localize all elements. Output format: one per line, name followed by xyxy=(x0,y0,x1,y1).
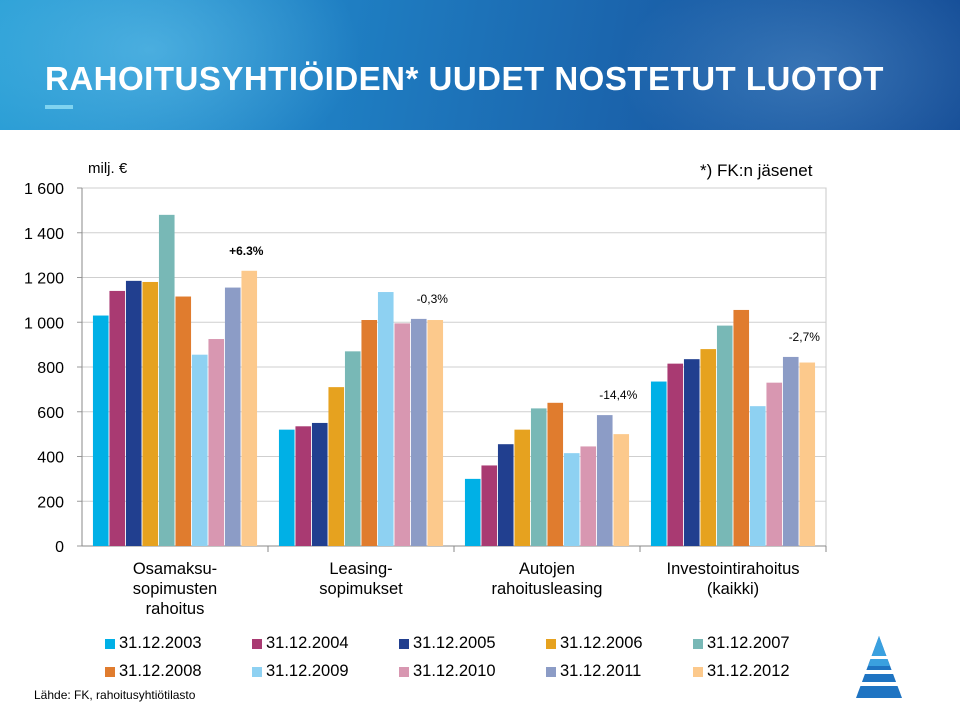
bar xyxy=(530,408,547,546)
bar xyxy=(749,406,766,546)
bar xyxy=(427,320,444,546)
bar xyxy=(547,402,564,546)
bar xyxy=(497,444,514,546)
bar xyxy=(175,296,192,546)
bar xyxy=(344,351,361,546)
bar xyxy=(716,325,733,546)
y-tick-label: 1 600 xyxy=(24,181,64,198)
legend-swatch xyxy=(693,639,703,649)
legend-swatch xyxy=(399,667,409,677)
bar xyxy=(667,363,684,546)
bar xyxy=(394,323,411,546)
x-tick-label: sopimukset xyxy=(319,580,403,598)
y-tick-label: 1 000 xyxy=(24,315,64,332)
legend-label: 31.12.2010 xyxy=(413,662,496,680)
bar xyxy=(361,320,378,546)
legend-label: 31.12.2007 xyxy=(707,634,790,652)
legend-label: 31.12.2003 xyxy=(119,634,202,652)
bar xyxy=(241,270,258,546)
y-tick-label: 600 xyxy=(37,405,64,422)
legend-swatch xyxy=(252,667,262,677)
bar xyxy=(782,356,799,546)
bar xyxy=(311,422,328,546)
x-tick-label: Leasing- xyxy=(329,560,392,578)
bar xyxy=(464,478,481,546)
x-tick-label: rahoitusleasing xyxy=(492,580,603,598)
legend-swatch xyxy=(693,667,703,677)
x-tick-label: rahoitus xyxy=(146,600,205,618)
bar xyxy=(613,434,630,546)
source-note: Lähde: FK, rahoitusyhtiötilasto xyxy=(34,688,196,702)
bar xyxy=(142,281,159,546)
bar xyxy=(377,292,394,546)
bar xyxy=(563,453,580,546)
legend-label: 31.12.2012 xyxy=(707,662,790,680)
bar xyxy=(278,429,295,546)
bar xyxy=(799,362,816,546)
y-tick-label: 1 400 xyxy=(24,226,64,243)
data-annotation: -14,4% xyxy=(599,388,637,402)
legend-swatch xyxy=(105,639,115,649)
bar xyxy=(191,354,208,546)
legend-swatch xyxy=(399,639,409,649)
bar xyxy=(92,315,109,546)
legend-swatch xyxy=(546,667,556,677)
bar xyxy=(596,415,613,546)
legend-label: 31.12.2006 xyxy=(560,634,643,652)
bar xyxy=(328,387,345,546)
header-banner: RAHOITUSYHTIÖIDEN* UUDET NOSTETUT LUOTOT xyxy=(0,0,960,130)
title-underline xyxy=(45,105,73,109)
company-logo xyxy=(856,636,902,698)
bar xyxy=(766,382,783,546)
legend-swatch xyxy=(546,639,556,649)
x-tick-label: Investointirahoitus xyxy=(667,560,800,578)
legend-swatch xyxy=(105,667,115,677)
banner-glow xyxy=(620,0,960,130)
x-tick-label: Autojen xyxy=(519,560,575,578)
y-tick-label: 400 xyxy=(37,450,64,467)
legend-label: 31.12.2009 xyxy=(266,662,349,680)
y-axis-unit-label: milj. € xyxy=(88,160,128,177)
bar xyxy=(700,349,717,546)
bar xyxy=(683,359,700,546)
page-title: RAHOITUSYHTIÖIDEN* UUDET NOSTETUT LUOTOT xyxy=(45,60,884,97)
bar xyxy=(109,290,126,546)
legend-swatch xyxy=(252,639,262,649)
legend-label: 31.12.2011 xyxy=(560,662,642,680)
y-tick-label: 0 xyxy=(55,539,64,556)
y-tick-label: 800 xyxy=(37,360,64,377)
data-annotation: -2,7% xyxy=(789,330,821,344)
x-tick-label: sopimusten xyxy=(133,580,217,598)
data-annotation: +6.3% xyxy=(229,244,264,258)
y-tick-label: 200 xyxy=(37,494,64,511)
bar xyxy=(224,287,241,546)
data-annotation: -0,3% xyxy=(417,292,449,306)
bar xyxy=(580,446,597,546)
legend-label: 31.12.2004 xyxy=(266,634,349,652)
bar xyxy=(125,280,142,546)
bar xyxy=(733,309,750,546)
legend-label: 31.12.2005 xyxy=(413,634,496,652)
x-tick-label: Osamaksu- xyxy=(133,560,217,578)
bar xyxy=(650,381,667,546)
legend-label: 31.12.2008 xyxy=(119,662,202,680)
bar xyxy=(208,339,225,546)
bar xyxy=(481,465,498,546)
bar xyxy=(514,429,531,546)
bar xyxy=(295,426,312,546)
bar xyxy=(158,214,175,546)
x-tick-label: (kaikki) xyxy=(707,580,759,598)
y-tick-label: 1 200 xyxy=(24,271,64,288)
footnote-members: *) FK:n jäsenet xyxy=(700,161,813,180)
bar xyxy=(410,318,427,546)
